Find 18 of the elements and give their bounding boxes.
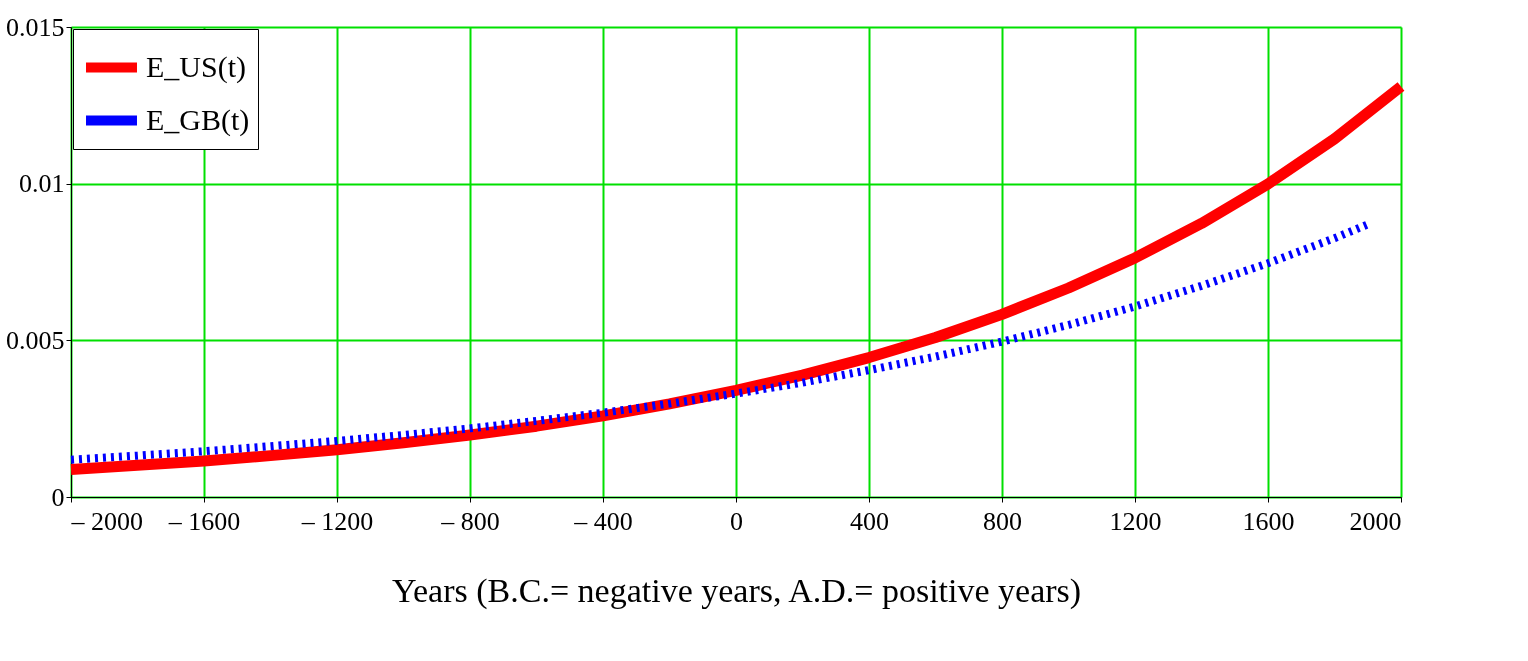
legend-label: E_US(t) (146, 49, 246, 84)
y-tick-label: 0.015 (6, 12, 65, 42)
x-tick-label: – 2000 (70, 506, 143, 536)
x-tick-label: 1200 (1109, 506, 1162, 536)
x-tick-label: 0 (730, 506, 743, 536)
x-tick-label: 400 (850, 506, 889, 536)
legend-label: E_GB(t) (146, 102, 250, 137)
x-tick-label: – 800 (440, 506, 500, 536)
y-tick-label: 0.01 (19, 169, 65, 199)
x-tick-label: 2000 (1349, 506, 1402, 536)
y-tick-label: 0 (51, 482, 65, 512)
x-tick-label: – 400 (573, 506, 633, 536)
x-axis-title: Years (B.C.= negative years, A.D.= positive years) (391, 571, 1082, 610)
x-tick-label: – 1200 (300, 506, 374, 536)
x-tick-label: 800 (983, 506, 1022, 536)
x-tick-label: 1600 (1242, 506, 1295, 536)
y-tick-label: 0.005 (6, 325, 65, 355)
x-tick-label: – 1600 (167, 506, 241, 536)
